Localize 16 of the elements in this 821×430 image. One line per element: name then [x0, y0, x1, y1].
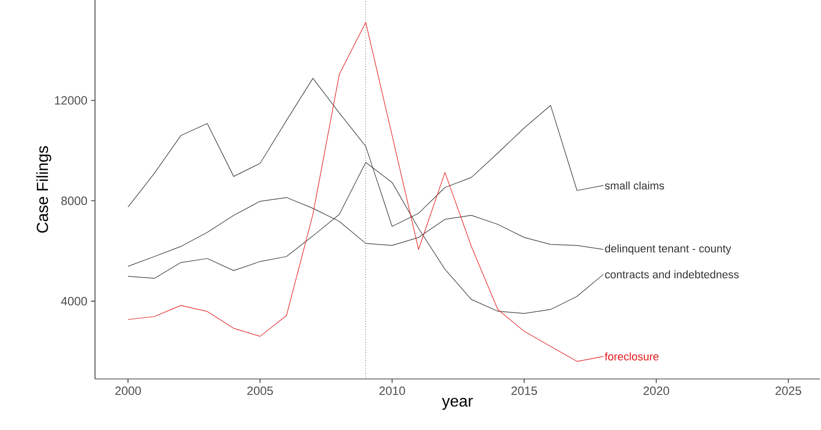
x-tick-label: 2025: [776, 386, 802, 396]
series-label: small claims: [604, 181, 664, 190]
y-axis-title: Case Filings: [36, 146, 52, 233]
x-tick-label: 2015: [511, 386, 538, 396]
y-tick-label: 8000: [61, 196, 88, 206]
x-tick-label: 2005: [247, 386, 273, 396]
x-tick-label: 2000: [115, 386, 141, 396]
line-series: [128, 22, 604, 362]
x-tick-label: 2020: [643, 386, 670, 396]
series-label: delinquent tenant - county: [605, 244, 732, 255]
y-tick-label: 4000: [61, 296, 88, 306]
y-tick-label: 12000: [55, 96, 88, 105]
x-tick-label: 2010: [379, 386, 406, 396]
series-label: contracts and indebtedness: [605, 270, 739, 278]
series-label: foreclosure: [604, 352, 659, 360]
x-axis-title: year: [442, 398, 473, 410]
